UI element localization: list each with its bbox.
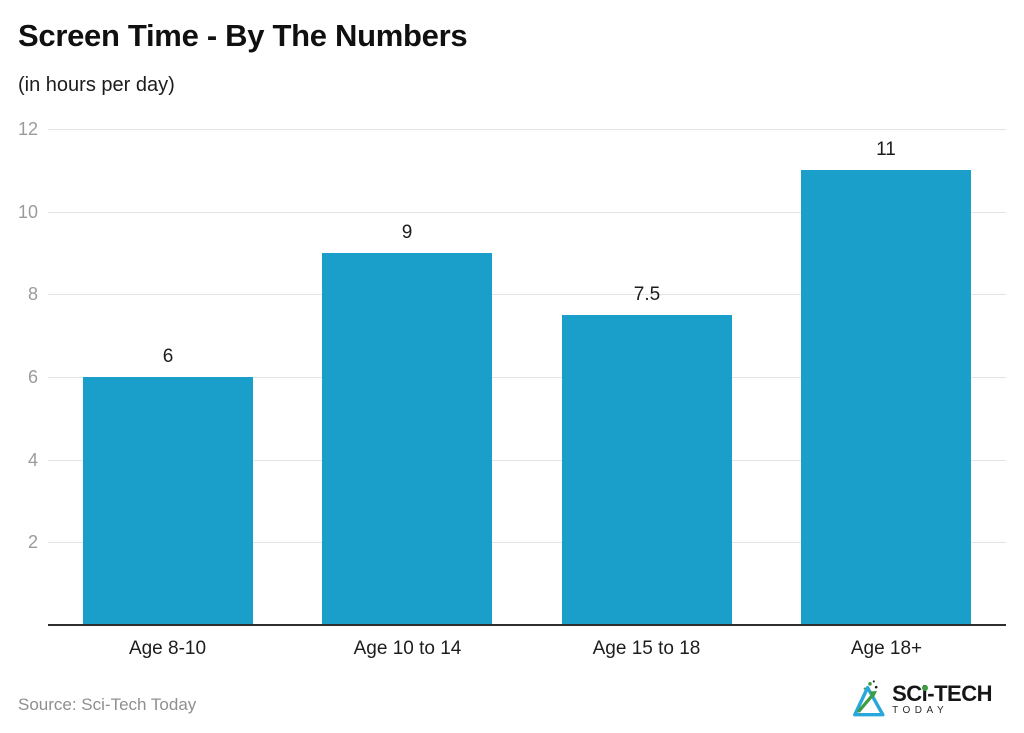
chart-subtitle: (in hours per day) [18,74,175,96]
flask-chart-icon [853,680,885,717]
bar [801,170,971,624]
gridline [48,129,1006,130]
brand-logo: SCi -TECH TODAY [851,680,992,720]
brand-name: SCi -TECH [892,681,992,706]
x-axis-label: Age 15 to 18 [592,638,701,659]
bar-value-label: 6 [162,346,174,367]
y-tick-label: 12 [17,119,38,139]
bar-value-label: 7.5 [633,284,661,305]
brand-i-green-dot [922,684,929,691]
gridline [48,377,1006,378]
y-tick-label: 8 [27,284,38,304]
brand-wordmark: SCi -TECH TODAY [892,681,992,717]
chart-title: Screen Time - By The Numbers [18,18,468,53]
source-note: Source: Sci-Tech Today [18,695,197,714]
x-axis-label: Age 10 to 14 [353,638,462,659]
y-tick-label: 6 [27,367,38,387]
y-tick-label: 10 [17,202,38,222]
gridline [48,460,1006,461]
gridline [48,294,1006,295]
x-axis-label: Age 18+ [850,638,923,659]
x-axis-line [48,624,1006,626]
x-axis-label: Age 8-10 [128,638,207,659]
bar-value-label: 9 [401,222,413,243]
y-tick-label: 4 [27,450,38,470]
gridline [48,542,1006,543]
bar [322,253,492,624]
bar-value-label: 11 [876,139,896,160]
y-tick-label: 2 [27,532,38,552]
brand-tagline: TODAY [892,705,949,716]
bar [83,377,253,624]
gridline [48,212,1006,213]
bar [562,315,732,624]
